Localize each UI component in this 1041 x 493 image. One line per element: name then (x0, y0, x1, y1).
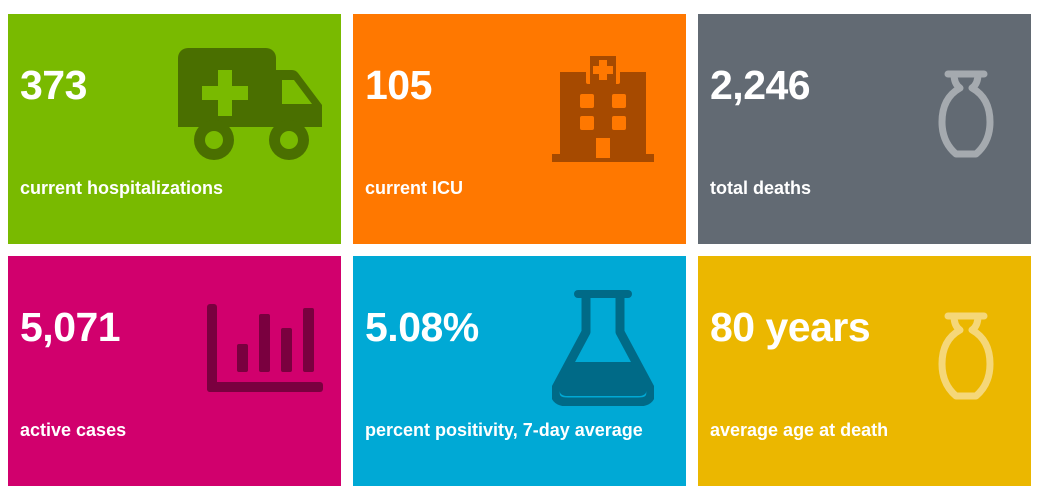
stat-tile-average-age: 80 years average age at death (698, 256, 1031, 486)
stat-value: 5.08% (365, 304, 479, 350)
stat-label: current ICU (365, 178, 464, 198)
stat-tile-percent-positivity: 5.08% percent positivity, 7-day average (353, 256, 686, 486)
stat-value: 80 years (710, 304, 871, 350)
urn-icon (938, 312, 994, 400)
stat-tile-icu: 105 current ICU (353, 14, 686, 244)
stat-label: percent positivity, 7-day average (365, 420, 643, 440)
flask-icon (552, 290, 654, 406)
bar-chart-icon (207, 304, 323, 392)
stat-label: total deaths (710, 178, 812, 198)
stat-label: average age at death (710, 420, 889, 440)
stat-value: 2,246 (710, 62, 811, 108)
stat-label: current hospitalizations (20, 178, 224, 198)
stat-tile-hospitalizations: 373 current hospitalizations (8, 14, 341, 244)
stat-label: active cases (20, 420, 127, 440)
ambulance-icon (178, 48, 322, 160)
stat-value: 373 (20, 62, 87, 108)
stat-tile-active-cases: 5,071 active cases (8, 256, 341, 486)
hospital-building-icon (552, 52, 654, 162)
stat-tile-total-deaths: 2,246 total deaths (698, 14, 1031, 244)
urn-icon (938, 70, 994, 158)
stat-value: 105 (365, 62, 432, 108)
stat-value: 5,071 (20, 304, 121, 350)
